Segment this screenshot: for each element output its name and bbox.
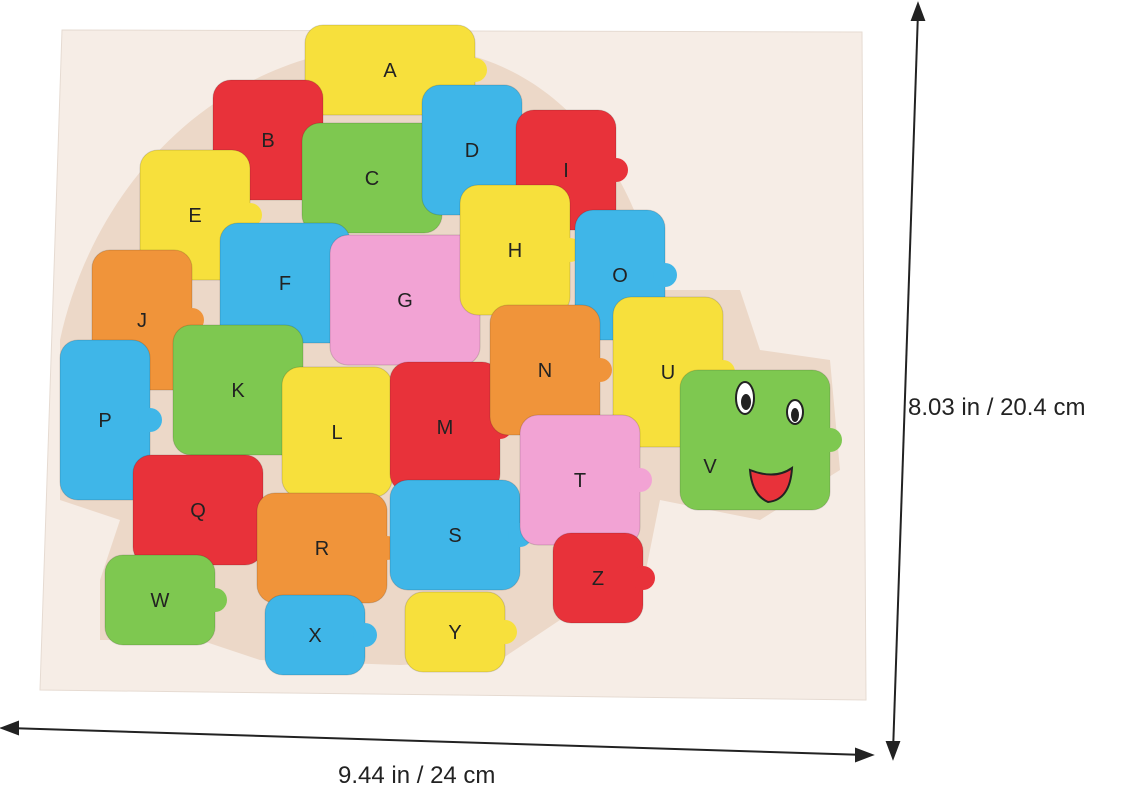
piece-letter: H bbox=[508, 240, 522, 262]
piece-knob bbox=[493, 620, 517, 644]
puzzle-piece-h: H bbox=[459, 184, 582, 316]
piece-letter: V bbox=[703, 456, 717, 478]
width-dimension-arrow bbox=[0, 720, 875, 763]
piece-letter: A bbox=[383, 60, 397, 82]
piece-knob bbox=[353, 623, 377, 647]
piece-letter: P bbox=[98, 410, 111, 432]
puzzle-piece-n: N bbox=[489, 304, 612, 436]
piece-knob bbox=[628, 468, 652, 492]
puzzle-piece-t: T bbox=[519, 414, 652, 546]
piece-letter: N bbox=[538, 360, 552, 382]
piece-letter: X bbox=[308, 625, 321, 647]
piece-letter: J bbox=[137, 310, 147, 332]
height-label: 8.03 in / 20.4 cm bbox=[908, 394, 1086, 421]
piece-knob bbox=[588, 358, 612, 382]
piece-letter: O bbox=[612, 265, 628, 287]
piece-letter: F bbox=[279, 273, 291, 295]
piece-letter: M bbox=[437, 417, 454, 439]
width-label: 9.44 in / 24 cm bbox=[338, 762, 496, 789]
puzzle-piece-m: M bbox=[389, 361, 512, 493]
piece-knob bbox=[463, 58, 487, 82]
piece-letter: W bbox=[151, 590, 170, 612]
piece-knob bbox=[604, 158, 628, 182]
puzzle-piece-l: L bbox=[281, 366, 404, 498]
piece-letter: S bbox=[448, 525, 461, 547]
piece-letter: U bbox=[661, 362, 675, 384]
height-dimension-arrow bbox=[885, 1, 926, 761]
piece-letter: I bbox=[563, 160, 569, 182]
puzzle-piece-p: P bbox=[59, 339, 162, 501]
puzzle-piece-s: S bbox=[389, 479, 532, 591]
piece-letter: R bbox=[315, 538, 329, 560]
piece-knob bbox=[238, 203, 262, 227]
piece-letter: Q bbox=[190, 500, 206, 522]
piece-letter: L bbox=[331, 422, 342, 444]
piece-knob bbox=[203, 588, 227, 612]
piece-letter: Y bbox=[448, 622, 461, 644]
piece-letter: Z bbox=[592, 568, 604, 590]
piece-letter: C bbox=[365, 168, 379, 190]
piece-knob bbox=[653, 263, 677, 287]
piece-letter: T bbox=[574, 470, 586, 492]
piece-knob bbox=[138, 408, 162, 432]
piece-letter: B bbox=[261, 130, 274, 152]
piece-knob bbox=[818, 428, 842, 452]
puzzle-piece-r: R bbox=[256, 492, 399, 604]
puzzle-piece-z: Z bbox=[552, 532, 655, 624]
turtle-face bbox=[735, 381, 804, 504]
puzzle-piece-y: Y bbox=[404, 591, 517, 673]
piece-letter: E bbox=[188, 205, 201, 227]
puzzle-piece-x: X bbox=[264, 594, 377, 676]
piece-letter: D bbox=[465, 140, 479, 162]
piece-letter: G bbox=[397, 290, 413, 312]
piece-knob bbox=[631, 566, 655, 590]
puzzle-piece-w: W bbox=[104, 554, 227, 646]
puzzle-piece-q: Q bbox=[132, 454, 275, 566]
piece-letter: K bbox=[231, 380, 245, 402]
